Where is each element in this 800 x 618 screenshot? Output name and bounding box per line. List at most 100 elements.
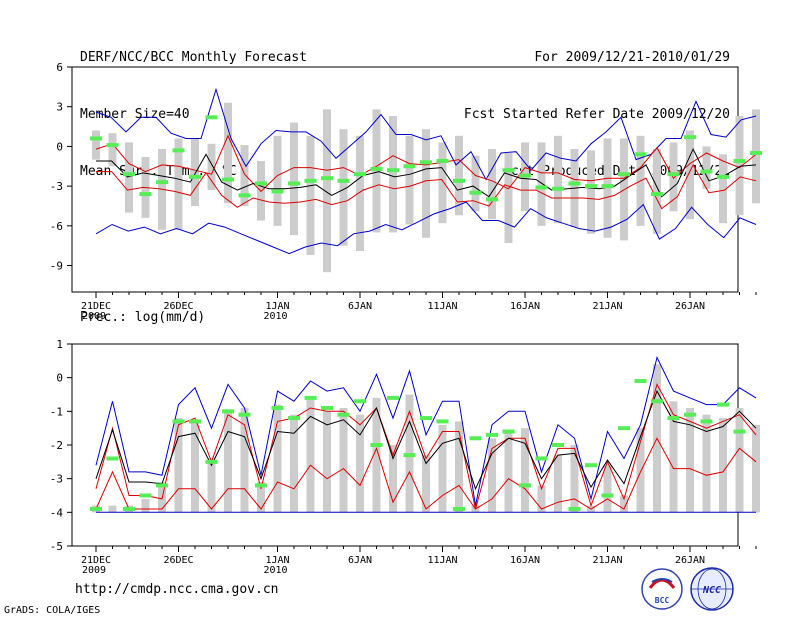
median-mark [717, 402, 729, 407]
median-mark [238, 193, 251, 198]
ensemble-bar [290, 122, 298, 236]
median-mark [172, 419, 185, 424]
x-tick-label: 2009 [82, 311, 106, 322]
median-mark [519, 173, 531, 178]
ensemble-bar [240, 407, 249, 513]
ensemble-bar [554, 455, 562, 513]
median-mark [601, 184, 614, 189]
x-tick-label: 26JAN [675, 301, 705, 312]
footer-url[interactable]: http://cmdp.ncc.cma.gov.cn [75, 582, 279, 597]
ensemble-bar [537, 142, 546, 226]
median-mark [420, 160, 432, 165]
ensemble-bar [108, 133, 117, 167]
ensemble-bar [455, 135, 463, 216]
min-line [95, 201, 757, 255]
y-tick-label: 1 [56, 338, 63, 351]
ensemble-bar [339, 407, 348, 513]
median-mark [453, 506, 465, 511]
median-mark [123, 172, 135, 177]
y-tick-label: -2 [50, 439, 63, 452]
logos: BCC NCC [641, 567, 734, 611]
ensemble-bar [422, 129, 430, 238]
median-mark [618, 426, 630, 431]
y-tick-label: -3 [50, 473, 63, 486]
median-mark [469, 190, 482, 195]
header-period: For 2009/12/21-2010/01/29 [534, 50, 730, 65]
ncc-logo: NCC [690, 567, 734, 611]
median-mark [651, 399, 663, 404]
ensemble-bar [554, 135, 562, 224]
x-tick-label: 11JAN [427, 555, 457, 566]
ensemble-bar [719, 418, 727, 513]
y-tick-label: 0 [56, 372, 63, 385]
y-tick-label: 0 [56, 140, 63, 153]
median-mark [667, 172, 680, 177]
ensemble-bar [521, 428, 529, 513]
median-mark [370, 166, 383, 171]
ensemble-bar [125, 142, 133, 213]
lower-spread-line [95, 437, 757, 510]
ensemble-bar [620, 495, 628, 513]
median-mark [733, 158, 746, 163]
x-tick-label: 1JAN [265, 301, 289, 312]
ensemble-bar [389, 115, 397, 233]
y-tick-label: -9 [50, 260, 63, 273]
ensemble-bar [290, 414, 298, 513]
ensemble-bar [636, 428, 645, 513]
y-tick-label: 3 [56, 101, 63, 114]
ensemble-bar [455, 421, 463, 513]
median-mark [585, 184, 597, 189]
x-tick-label: 26JAN [675, 555, 705, 566]
median-mark [634, 152, 647, 157]
ensemble-bar [141, 498, 150, 513]
median-mark [387, 168, 399, 173]
ensemble-bar [273, 404, 282, 513]
ensemble-bar [174, 138, 183, 230]
ensemble-bar [752, 109, 760, 204]
median-mark [354, 399, 366, 404]
median-mark [717, 174, 729, 179]
median-mark [354, 172, 366, 177]
ensemble-bar [389, 445, 397, 513]
ensemble-bar [471, 155, 480, 212]
median-mark [106, 456, 119, 461]
precip-panel-title: Prec.: log(mm/d) [80, 310, 206, 325]
median-mark [288, 416, 300, 421]
median-mark [90, 506, 102, 511]
median-mark [403, 453, 416, 458]
median-mark [288, 181, 300, 186]
ensemble-bar [257, 482, 265, 513]
median-mark [535, 185, 548, 190]
ensemble-bar [240, 145, 249, 206]
x-tick-label: 16JAN [510, 555, 540, 566]
median-mark [172, 148, 185, 153]
ensemble-bar [323, 411, 331, 513]
ensemble-bar [719, 154, 727, 224]
ensemble-bar [669, 142, 678, 212]
median-mark [502, 429, 515, 434]
ensemble-bar [224, 411, 232, 513]
ensemble-bar [207, 458, 216, 513]
header-title: DERF/NCC/BCC Monthly Forecast [80, 50, 307, 65]
median-mark [156, 180, 168, 185]
median-mark [337, 178, 350, 183]
median-mark [436, 419, 449, 424]
ensemble-bar [702, 146, 711, 189]
median-mark [222, 177, 234, 182]
ensemble-bar [537, 485, 546, 513]
median-mark [106, 143, 119, 148]
ensemble-bar [356, 414, 364, 513]
y-tick-label: -1 [50, 405, 63, 418]
x-tick-label: 16JAN [510, 301, 540, 312]
y-tick-label: -6 [50, 220, 63, 233]
ensemble-bar [488, 149, 496, 220]
x-tick-label: 26DEC [163, 301, 193, 312]
x-tick-label: 21JAN [592, 555, 622, 566]
median-mark [321, 176, 333, 181]
ensemble-bar [323, 109, 331, 273]
ensemble-bar [422, 455, 430, 513]
median-mark [568, 181, 581, 186]
